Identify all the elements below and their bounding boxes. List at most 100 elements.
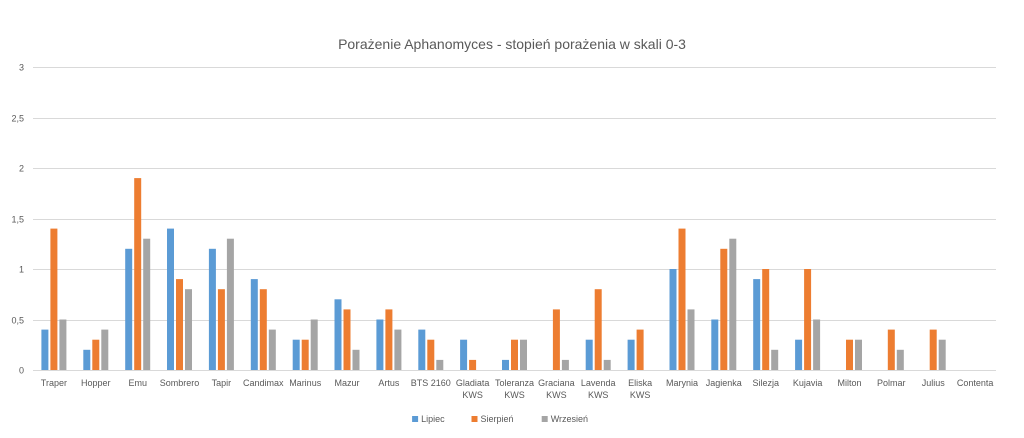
bar <box>59 319 67 370</box>
bar <box>502 359 509 370</box>
x-category-label: Artus <box>378 378 400 388</box>
bar <box>208 248 216 370</box>
bar <box>687 309 695 370</box>
bar <box>720 248 728 370</box>
x-category-label: Sombrero <box>160 378 200 388</box>
bar <box>226 238 234 370</box>
bar <box>771 349 779 370</box>
bar <box>846 339 853 370</box>
bar <box>552 309 560 370</box>
x-category-label: Candimax <box>243 378 284 388</box>
bar <box>938 339 946 370</box>
bar <box>301 339 309 370</box>
x-category-label: Traper <box>41 378 67 388</box>
bar <box>176 279 183 370</box>
bar <box>887 329 895 370</box>
x-category-label: Tapir <box>212 378 232 388</box>
y-tick-label: 0,5 <box>11 316 24 326</box>
bar <box>460 339 468 370</box>
bar <box>520 339 527 370</box>
x-category-label: Marynia <box>666 378 698 388</box>
bar <box>636 329 644 370</box>
bar <box>310 319 318 370</box>
bar <box>385 309 393 370</box>
x-category-label: Milton <box>837 378 861 388</box>
bar <box>603 359 611 370</box>
y-tick-label: 0 <box>19 366 24 376</box>
x-category-label: Contenta <box>957 378 994 388</box>
bar <box>217 289 225 370</box>
bar <box>41 329 49 370</box>
y-tick-label: 2,5 <box>11 114 24 124</box>
y-tick-label: 3 <box>19 63 24 73</box>
bar <box>804 269 812 370</box>
bar <box>125 248 133 370</box>
bar <box>334 299 342 370</box>
x-category-label: Gladiata KWS <box>456 378 490 400</box>
bar <box>83 349 91 370</box>
bar <box>101 329 109 370</box>
y-tick-label: 2 <box>19 164 24 174</box>
x-category-label: Kujavia <box>793 378 823 388</box>
x-category-label: Toleranza KWS <box>495 378 534 400</box>
legend-label: Sierpień <box>481 414 514 424</box>
legend-label: Wrzesień <box>551 414 588 424</box>
bar <box>627 339 635 370</box>
y-tick-label: 1 <box>19 265 24 275</box>
x-category-label: Jagienka <box>706 378 742 388</box>
x-category-label: Hopper <box>81 378 111 388</box>
x-axis-categories: Traper Hopper Emu Sombrero Tapir Candimax Mari… <box>41 378 994 400</box>
legend-swatch <box>471 416 478 422</box>
x-category-label: Mazur <box>334 378 359 388</box>
bar <box>143 238 151 370</box>
bar <box>896 349 904 370</box>
x-category-label: Marinus <box>289 378 322 388</box>
bar <box>92 339 100 370</box>
bar <box>352 349 360 370</box>
bar <box>762 269 770 370</box>
bars <box>41 178 946 370</box>
bar <box>561 359 569 370</box>
x-category-label: Polmar <box>877 378 906 388</box>
bar <box>929 329 937 370</box>
bar <box>678 228 686 370</box>
bar <box>250 279 258 370</box>
bar <box>711 319 719 370</box>
x-category-label: Lavenda KWS <box>581 378 616 400</box>
bar <box>469 359 477 370</box>
gridlines <box>33 67 996 371</box>
bar <box>436 359 444 370</box>
bar <box>813 319 821 370</box>
legend-label: Lipiec <box>421 414 445 424</box>
bar <box>50 228 58 370</box>
y-axis-ticks: 0 0,5 1 1,5 2 2,5 3 <box>11 63 24 376</box>
x-category-label: Emu <box>128 378 147 388</box>
x-category-label: Julius <box>922 378 946 388</box>
bar <box>669 269 677 370</box>
bar <box>753 279 761 370</box>
bar <box>134 178 142 370</box>
bar <box>427 339 435 370</box>
x-category-label: Silezja <box>752 378 779 388</box>
bar <box>729 238 737 370</box>
x-category-label: Eliska KWS <box>628 378 652 400</box>
bar <box>343 309 351 370</box>
bar <box>855 339 862 370</box>
bar <box>167 228 174 370</box>
bar <box>292 339 300 370</box>
bar <box>185 289 192 370</box>
bar <box>585 339 593 370</box>
bar <box>376 319 384 370</box>
bar <box>795 339 803 370</box>
x-category-label: Graciana KWS <box>538 378 575 400</box>
bar <box>259 289 267 370</box>
legend: Lipiec Sierpień Wrzesień <box>412 414 588 424</box>
y-tick-label: 1,5 <box>11 215 24 225</box>
legend-swatch <box>541 416 548 422</box>
x-category-label: BTS 2160 <box>411 378 451 388</box>
bar <box>394 329 402 370</box>
bar <box>268 329 276 370</box>
bar <box>594 289 602 370</box>
legend-swatch <box>412 416 419 422</box>
